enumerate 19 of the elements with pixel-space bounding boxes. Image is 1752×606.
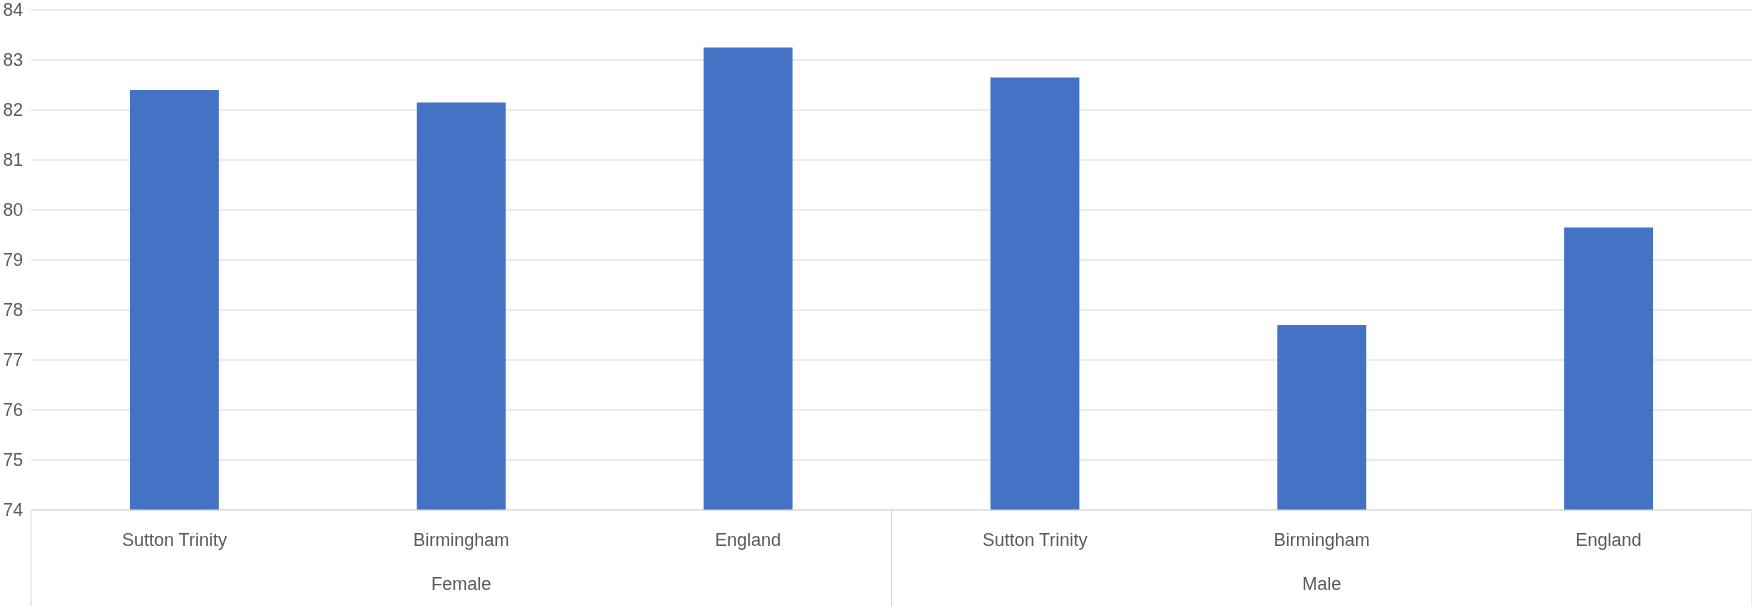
x-tick-label: Sutton Trinity [121, 530, 227, 550]
x-tick-label: Birmingham [413, 530, 510, 550]
x-tick-label: England [715, 530, 782, 550]
y-tick-label: 83 [2, 50, 23, 71]
y-tick-label: 80 [2, 200, 23, 221]
y-tick-label: 84 [2, 0, 23, 21]
y-tick-label: 82 [2, 100, 23, 121]
y-tick-label: 79 [2, 250, 23, 271]
y-tick-label: 75 [2, 450, 23, 471]
x-tick-label: England [1575, 530, 1642, 550]
y-tick-label: 77 [2, 350, 23, 371]
text: Female [431, 574, 492, 594]
y-tick-label: 81 [2, 150, 23, 171]
y-tick-label: 76 [2, 400, 23, 421]
x-tick-label: Sutton Trinity [982, 530, 1088, 550]
x-tick-label: Birmingham [1273, 530, 1370, 550]
y-tick-label: 74 [2, 500, 23, 521]
text: Male [1302, 574, 1342, 594]
y-tick-label: 78 [2, 300, 23, 321]
